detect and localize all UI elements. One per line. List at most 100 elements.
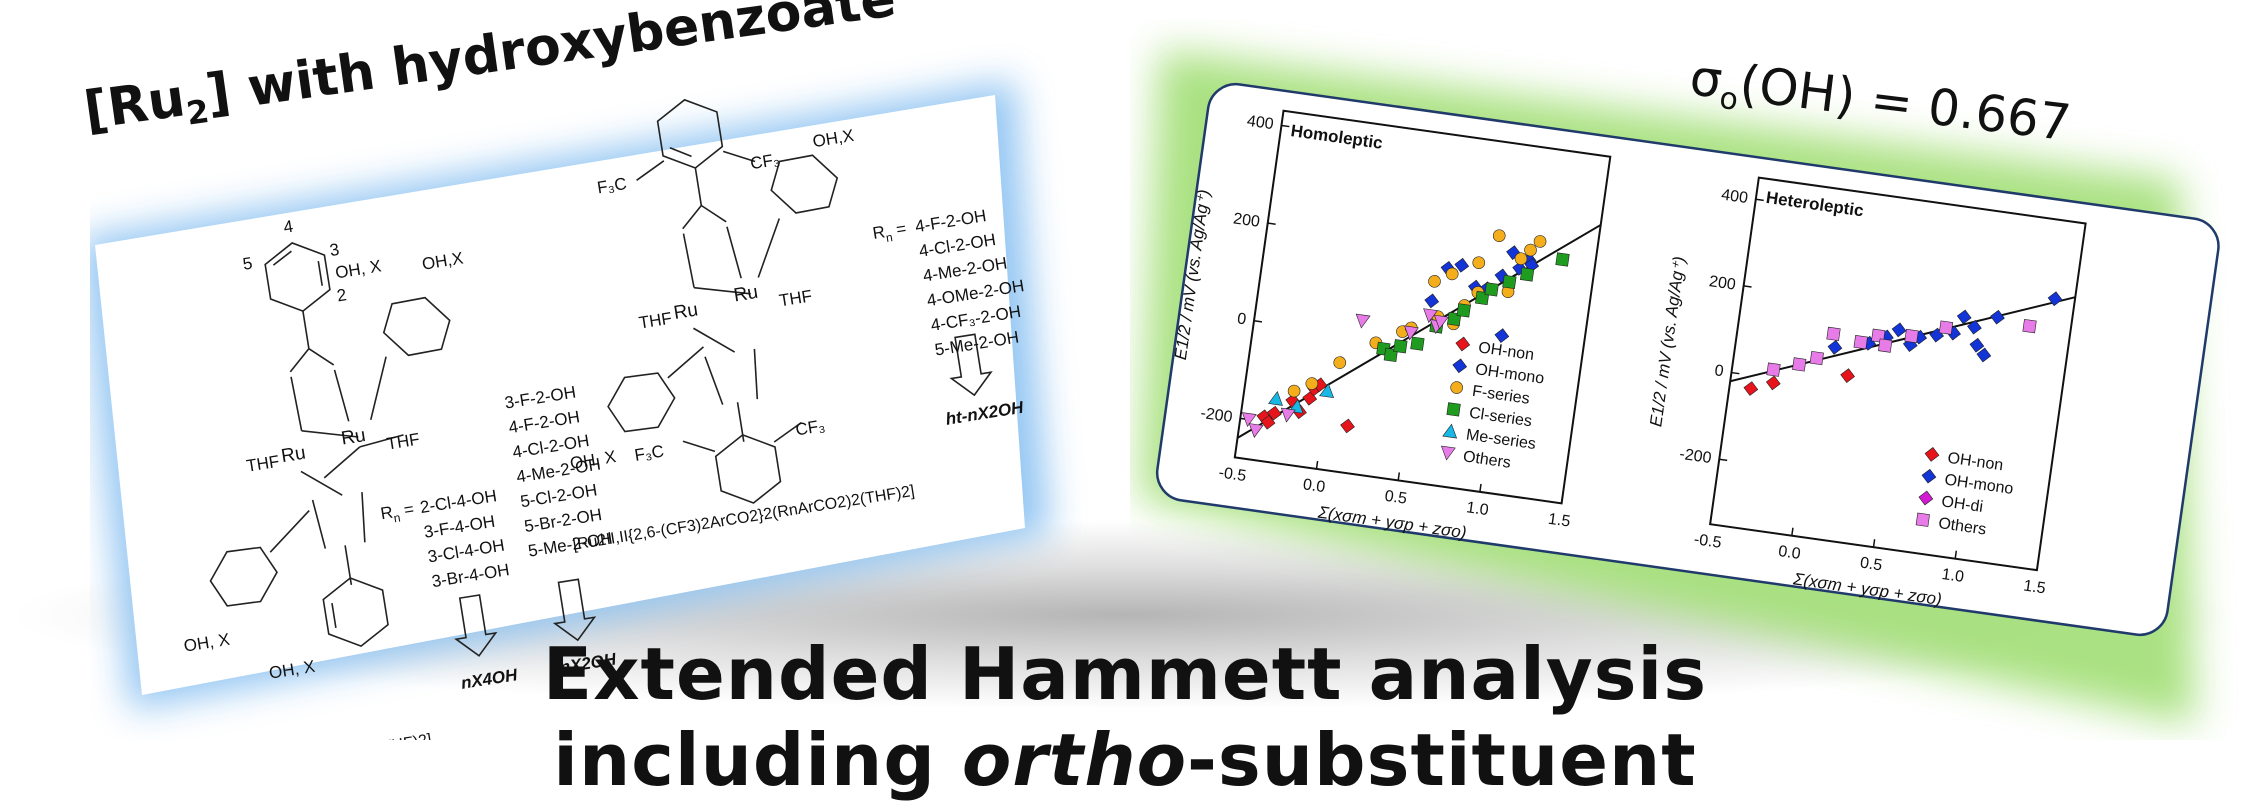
data-point-cl-series <box>1484 282 1499 297</box>
x-tick-label: 1.0 <box>1465 499 1489 519</box>
label-pos5: 5 <box>241 254 253 274</box>
data-point-others <box>1433 314 1449 330</box>
data-point-f-series <box>1524 243 1537 257</box>
y-tick <box>1253 319 1263 323</box>
legend-label-others: Others <box>1937 515 1987 539</box>
legend-marker-oh-non <box>1924 447 1940 462</box>
top-benzene-ring <box>264 242 331 313</box>
label-thf-right: THF <box>385 430 421 454</box>
data-point-cl-series <box>1555 252 1570 267</box>
y-tick-label: 200 <box>1708 273 1737 294</box>
oh-benzene-ring-right <box>770 154 839 214</box>
data-point-oh-non <box>1266 405 1282 421</box>
label-f3c-bottom: F₃C <box>633 442 665 465</box>
data-point-oh-mono <box>1454 257 1470 273</box>
label-cf3-top: CF₃ <box>749 150 781 173</box>
data-point-oh-mono <box>1969 337 1985 353</box>
data-point-me-series <box>1319 383 1335 399</box>
data-point-others <box>1792 357 1807 372</box>
data-point-oh-mono <box>1891 322 1907 338</box>
legend-marker-cl-series <box>1446 402 1461 417</box>
x-tick <box>1709 516 1712 525</box>
data-point-others <box>1280 407 1296 423</box>
y-tick <box>1743 285 1752 288</box>
data-point-f-series <box>1305 377 1319 390</box>
x-tick-label: 1.0 <box>1941 566 1965 586</box>
x-tick <box>1234 449 1237 458</box>
label-pos3: 3 <box>328 240 340 260</box>
data-point-f-series <box>1472 256 1486 270</box>
cf3-benzene-ring-top <box>656 98 724 169</box>
x-tick <box>2036 562 2039 571</box>
label-ru2-right-complex: Ru <box>732 282 759 307</box>
data-point-oh-mono <box>1827 340 1843 355</box>
x-tick-label: 0.0 <box>1302 476 1326 496</box>
label-cf3-bottom: CF₃ <box>794 416 826 439</box>
x-tick-label: -0.5 <box>1218 464 1248 485</box>
data-point-oh-non <box>1765 375 1781 391</box>
label-pos4: 4 <box>282 217 294 237</box>
legend-marker-oh-non <box>1455 336 1471 352</box>
structure-drawing <box>209 98 993 657</box>
x-tick-label: 0.5 <box>1384 488 1408 508</box>
x-tick-label: 0.5 <box>1859 555 1883 575</box>
structure-panel-card <box>95 95 1025 695</box>
data-point-others <box>1241 412 1257 428</box>
x-tick-label: 1.5 <box>1547 511 1571 531</box>
x-tick <box>1791 527 1794 536</box>
data-point-others <box>1423 308 1438 324</box>
bottom-benzene-ring <box>322 577 389 648</box>
data-point-oh-non <box>1840 368 1855 383</box>
x-tick <box>1560 495 1564 504</box>
data-point-others <box>1766 362 1781 377</box>
right-benzene-ring <box>382 296 451 357</box>
data-point-cl-series <box>1519 267 1535 282</box>
headline-line-1: Extended Hammett analysis <box>542 632 1708 716</box>
data-point-others <box>1878 338 1893 353</box>
data-point-oh-non <box>1340 418 1355 434</box>
oh-benzene-ring-left <box>607 372 676 433</box>
y-tick-label: 200 <box>1232 210 1261 231</box>
data-point-others <box>1826 326 1841 342</box>
structure-panel: 4 3 5 2 OH, X OH,X THF THF Ru Ru OH, X O… <box>90 80 1050 740</box>
data-point-f-series <box>1428 275 1441 288</box>
label-ru1: Ru <box>280 443 307 468</box>
y-tick-label: 400 <box>1720 187 1749 208</box>
data-point-others <box>1404 325 1419 341</box>
x-tick <box>1479 483 1482 492</box>
data-point-cl-series <box>1502 274 1517 290</box>
cf3-benzene-ring-bottom <box>714 433 782 504</box>
headline-line-2: including ortho-substituent <box>553 718 1697 802</box>
chart-card <box>1155 82 2220 637</box>
legend-marker-oh-mono <box>1452 358 1468 374</box>
label-ru1-right-complex: Ru <box>672 299 699 324</box>
data-point-others <box>1355 313 1371 329</box>
data-point-cl-series <box>1456 303 1471 318</box>
x-tick <box>1315 460 1319 469</box>
x-tick-label: 1.5 <box>2022 577 2046 597</box>
data-point-oh-mono <box>1494 328 1510 343</box>
data-point-f-series <box>1514 252 1528 265</box>
y-tick-label: -200 <box>1678 446 1712 467</box>
data-point-others <box>2022 318 2037 334</box>
label-f3c-top: F₃C <box>596 174 628 197</box>
legend-marker-me-series <box>1442 423 1458 439</box>
y-tick-label: 0 <box>1713 362 1724 380</box>
x-tick <box>1872 539 1876 548</box>
legend-marker-oh-di <box>1918 490 1934 506</box>
data-point-f-series <box>1287 384 1301 398</box>
x-tick <box>1954 550 1958 559</box>
data-point-f-series <box>1445 267 1459 281</box>
y-tick-label: 0 <box>1236 310 1247 328</box>
y-tick <box>1267 222 1276 225</box>
x-tick-label: 0.0 <box>1777 543 1801 563</box>
legend-marker-oh-mono <box>1921 468 1937 484</box>
data-point-others <box>1248 423 1264 438</box>
data-point-others <box>1809 350 1824 366</box>
label-ru2: Ru <box>340 425 367 450</box>
data-point-oh-mono <box>2047 291 2063 307</box>
y-tick-label: 400 <box>1246 113 1275 134</box>
data-point-oh-mono <box>1967 319 1982 335</box>
label-pos2: 2 <box>336 285 348 305</box>
